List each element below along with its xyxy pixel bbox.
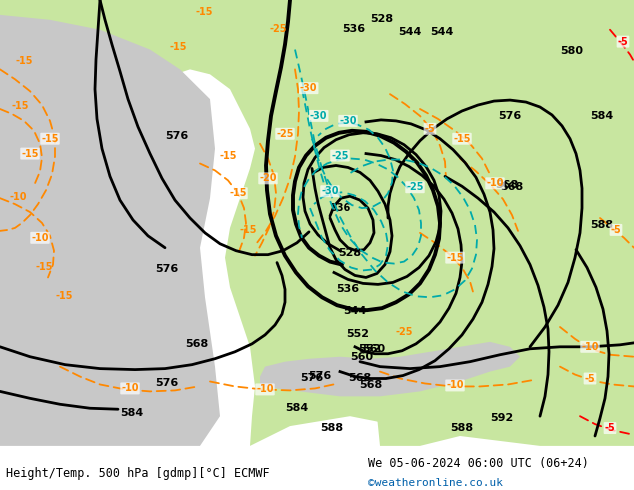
Text: -15: -15 bbox=[41, 134, 59, 144]
Text: -15: -15 bbox=[170, 42, 188, 51]
Text: -15: -15 bbox=[446, 253, 463, 263]
Text: -10: -10 bbox=[121, 384, 139, 393]
Text: -30: -30 bbox=[310, 111, 328, 121]
Text: 584: 584 bbox=[285, 403, 308, 413]
Text: -15: -15 bbox=[55, 291, 72, 301]
Text: We 05-06-2024 06:00 UTC (06+24): We 05-06-2024 06:00 UTC (06+24) bbox=[368, 457, 588, 470]
Text: -5: -5 bbox=[585, 373, 595, 384]
Text: 536: 536 bbox=[330, 203, 350, 213]
Text: 552: 552 bbox=[347, 329, 370, 339]
Text: -10: -10 bbox=[581, 342, 598, 352]
Text: 580: 580 bbox=[560, 47, 583, 56]
Text: -15: -15 bbox=[220, 150, 238, 161]
Text: -25: -25 bbox=[331, 150, 349, 161]
Polygon shape bbox=[0, 15, 220, 446]
Text: 576: 576 bbox=[165, 131, 188, 141]
Text: 576: 576 bbox=[155, 378, 178, 389]
Text: -30: -30 bbox=[321, 186, 339, 196]
Text: 576: 576 bbox=[300, 373, 323, 384]
Text: 576: 576 bbox=[155, 265, 178, 274]
Text: -15: -15 bbox=[12, 101, 30, 111]
Text: -15: -15 bbox=[230, 188, 247, 198]
Text: -30: -30 bbox=[339, 116, 357, 126]
Text: 588: 588 bbox=[590, 220, 613, 230]
Text: -15: -15 bbox=[453, 134, 471, 144]
Text: 528: 528 bbox=[370, 14, 393, 24]
Polygon shape bbox=[260, 342, 520, 396]
Text: -10: -10 bbox=[10, 192, 27, 202]
Text: -10: -10 bbox=[31, 233, 49, 243]
Polygon shape bbox=[310, 35, 490, 104]
Text: -25: -25 bbox=[406, 182, 424, 192]
Text: 568: 568 bbox=[500, 182, 523, 192]
Text: -15: -15 bbox=[22, 148, 39, 159]
Text: 544: 544 bbox=[398, 26, 422, 37]
Text: 576: 576 bbox=[498, 111, 521, 121]
Text: -5: -5 bbox=[611, 225, 621, 235]
Text: 568: 568 bbox=[185, 339, 208, 349]
Text: 584: 584 bbox=[590, 111, 613, 121]
Text: -30: -30 bbox=[300, 83, 318, 93]
Text: 568: 568 bbox=[348, 373, 372, 384]
Text: -10: -10 bbox=[486, 178, 504, 188]
Text: -10: -10 bbox=[256, 385, 274, 394]
Text: 560: 560 bbox=[351, 352, 373, 362]
Text: -15: -15 bbox=[240, 225, 257, 235]
Text: -5: -5 bbox=[425, 124, 436, 134]
Text: 552: 552 bbox=[358, 344, 381, 354]
Text: 584: 584 bbox=[120, 408, 143, 418]
Text: 544: 544 bbox=[344, 306, 366, 316]
Text: 576: 576 bbox=[308, 370, 331, 381]
Text: -15: -15 bbox=[15, 56, 32, 67]
Text: -10: -10 bbox=[446, 380, 463, 391]
Text: 536: 536 bbox=[342, 24, 365, 34]
Text: -5: -5 bbox=[605, 423, 616, 433]
Text: 588: 588 bbox=[450, 423, 473, 433]
Text: 588: 588 bbox=[320, 423, 343, 433]
Text: -5: -5 bbox=[618, 37, 628, 47]
Text: -20: -20 bbox=[259, 173, 277, 183]
Text: 536: 536 bbox=[337, 284, 359, 294]
Polygon shape bbox=[350, 223, 634, 446]
Polygon shape bbox=[0, 0, 634, 99]
Text: 568: 568 bbox=[495, 180, 518, 190]
Text: 528: 528 bbox=[339, 247, 361, 258]
Text: 568: 568 bbox=[359, 380, 382, 391]
Text: -15: -15 bbox=[35, 262, 53, 271]
Polygon shape bbox=[0, 0, 634, 446]
Text: 560: 560 bbox=[362, 344, 385, 354]
Text: 592: 592 bbox=[490, 413, 514, 423]
Text: -25: -25 bbox=[395, 327, 413, 337]
Text: -25: -25 bbox=[276, 129, 294, 139]
Text: ©weatheronline.co.uk: ©weatheronline.co.uk bbox=[368, 478, 503, 488]
Text: -15: -15 bbox=[195, 7, 212, 17]
Text: -25: -25 bbox=[270, 24, 287, 34]
Text: 544: 544 bbox=[430, 26, 453, 37]
Text: Height/Temp. 500 hPa [gdmp][°C] ECMWF: Height/Temp. 500 hPa [gdmp][°C] ECMWF bbox=[6, 467, 270, 480]
